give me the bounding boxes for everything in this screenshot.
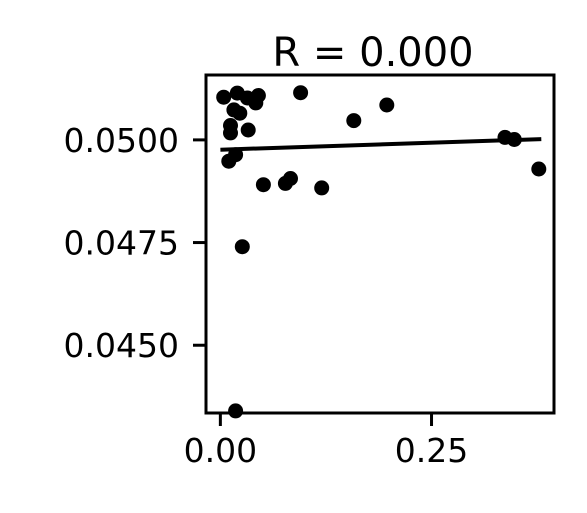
data-point-15 — [221, 153, 237, 169]
x-tick-label-2: 0.25 — [395, 431, 468, 470]
axis-ticks: 0.00 0.25 0.0450 0.0475 0.0500 — [64, 121, 469, 470]
data-point-6 — [379, 97, 395, 113]
chart-title: R = 0.000 — [272, 30, 473, 76]
regression-line-group — [220, 137, 542, 152]
y-tick-label-2: 0.0475 — [64, 224, 179, 263]
data-point-24 — [228, 403, 244, 419]
data-point-16 — [255, 177, 271, 193]
data-point-7 — [346, 113, 362, 129]
y-tick-label-1: 0.0450 — [64, 326, 179, 365]
data-points — [216, 85, 547, 419]
data-point-23 — [234, 239, 250, 255]
plot-frame — [204, 73, 556, 415]
data-point-5 — [293, 85, 309, 101]
data-point-10 — [232, 105, 248, 121]
data-point-12 — [240, 122, 256, 138]
data-point-13 — [223, 125, 238, 141]
x-tick-label-1: 0.00 — [184, 431, 257, 470]
data-point-8 — [248, 95, 264, 111]
data-point-1 — [216, 89, 232, 105]
data-point-19 — [314, 180, 330, 196]
y-tick-label-3: 0.0500 — [64, 121, 179, 160]
data-point-18 — [283, 171, 298, 186]
regression-line — [220, 137, 542, 152]
data-point-22 — [531, 161, 547, 177]
